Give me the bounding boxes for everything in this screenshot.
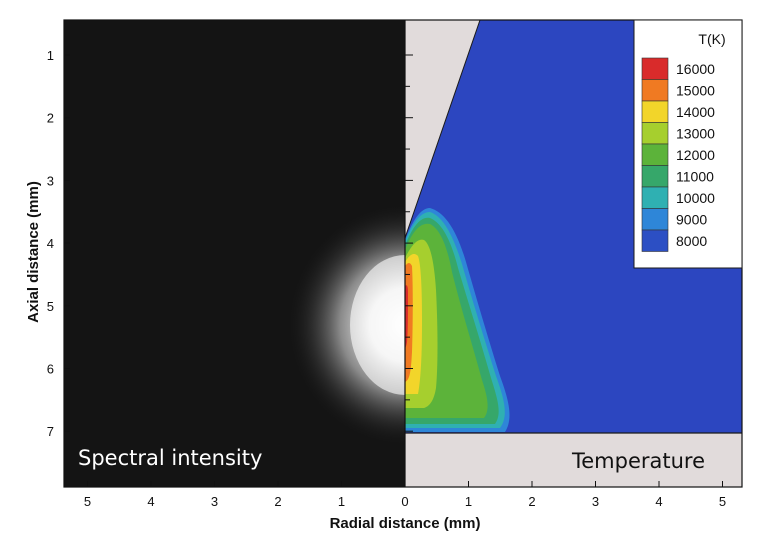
- x-tick-label-left: 4: [147, 494, 154, 509]
- panel-label-spectral-intensity: Spectral intensity: [78, 446, 262, 470]
- y-tick-label: 3: [47, 173, 54, 188]
- legend-label-11000: 11000: [676, 168, 714, 184]
- legend-title: T(K): [698, 31, 725, 47]
- x-tick-label-right: 5: [719, 494, 726, 509]
- x-axis-title: Radial distance (mm): [330, 515, 481, 532]
- x-tick-marks: [87, 481, 723, 487]
- x-tick-label-right: 3: [592, 494, 599, 509]
- legend-label-16000: 16000: [676, 61, 715, 77]
- y-tick-marks: [64, 54, 70, 432]
- temperature-panel: Temperature: [404, 19, 742, 487]
- legend-swatch-12000: [641, 143, 669, 166]
- y-tick-label: 4: [47, 236, 54, 251]
- y-tick-label: 1: [47, 48, 54, 63]
- legend: T(K) 16000 15000 14000 13000 12000 11000 10000…: [633, 19, 743, 269]
- spectral-intensity-panel: Spectral intensity: [64, 20, 405, 487]
- panel-label-temperature: Temperature: [571, 449, 705, 473]
- legend-swatch-13000: [641, 122, 669, 145]
- legend-swatch-15000: [641, 79, 669, 102]
- x-tick-label-left: 5: [84, 494, 91, 509]
- x-tick-label-left: 3: [211, 494, 218, 509]
- legend-swatch-10000: [641, 186, 669, 209]
- y-tick-label: 5: [47, 299, 54, 314]
- legend-swatch-8000: [641, 229, 669, 252]
- y-tick-label: 6: [47, 362, 54, 377]
- legend-label-8000: 8000: [676, 233, 707, 249]
- y-axis-title: Axial distance (mm): [25, 181, 42, 323]
- legend-label-9000: 9000: [676, 211, 707, 227]
- legend-swatch-9000: [641, 208, 669, 231]
- x-tick-label-right: 2: [528, 494, 535, 509]
- legend-label-15000: 15000: [676, 82, 715, 98]
- plasma-glow-core: [350, 255, 405, 395]
- legend-labels: 16000 15000 14000 13000 12000 11000 10000 9000 8…: [676, 61, 715, 249]
- x-tick-label-right: 1: [465, 494, 472, 509]
- y-tick-label: 7: [47, 424, 54, 439]
- x-tick-label-left: 0: [401, 494, 408, 509]
- legend-swatch-11000: [641, 165, 669, 188]
- isotherm-16000: [405, 285, 408, 348]
- legend-label-13000: 13000: [676, 125, 715, 141]
- legend-swatch-16000: [641, 57, 669, 80]
- center-axis: [404, 20, 413, 487]
- legend-label-14000: 14000: [676, 104, 715, 120]
- x-tick-label-right: 4: [655, 494, 662, 509]
- legend-label-12000: 12000: [676, 147, 715, 163]
- y-tick-labels: 1 2 3 4 5 6 7: [47, 48, 54, 439]
- x-tick-label-left: 2: [274, 494, 281, 509]
- legend-label-10000: 10000: [676, 190, 715, 206]
- legend-swatches: [641, 57, 669, 252]
- y-tick-label: 2: [47, 111, 54, 126]
- center-axis-ticks: [405, 54, 413, 432]
- x-tick-labels-right: 1 2 3 4 5: [465, 494, 726, 509]
- electrode-anode: [405, 433, 742, 487]
- plasma-glow: [287, 203, 405, 447]
- legend-swatch-14000: [641, 100, 669, 123]
- x-tick-label-left: 1: [338, 494, 345, 509]
- x-tick-labels-left: 5 4 3 2 1 0: [84, 494, 409, 509]
